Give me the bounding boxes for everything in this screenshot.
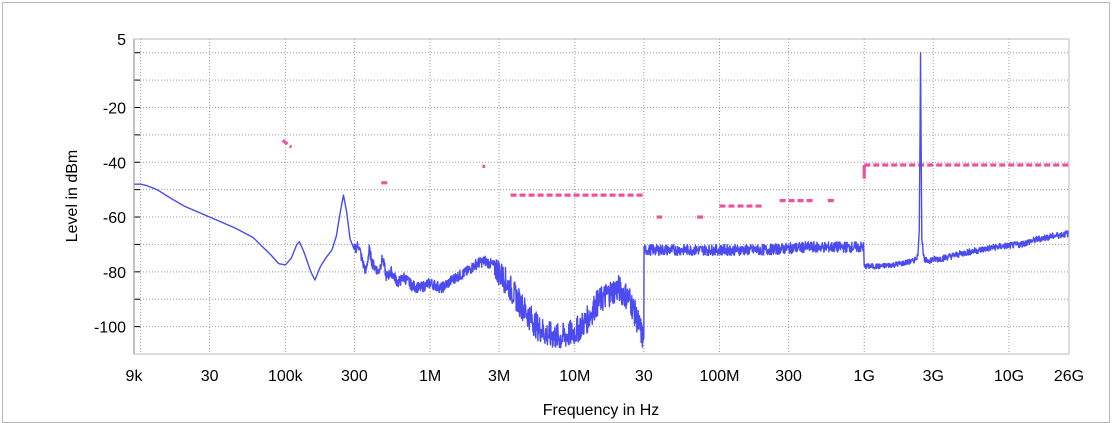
x-tick-labels: 9k 30 100k 300 1M 3M 10M 30 100M 300 1G 3G 10G 26G xyxy=(126,368,1085,385)
x-tick-label: 1M xyxy=(419,368,441,385)
spectrum-chart: 9k 30 100k 300 1M 3M 10M 30 100M 300 1G 3G 10G 26G 5 -… xyxy=(64,32,1085,419)
plot-border xyxy=(133,38,1070,355)
x-tick-label: 100M xyxy=(699,368,739,385)
measurement-trace xyxy=(133,52,1070,349)
y-tick-label: 5 xyxy=(117,32,126,49)
x-tick-label: 3G xyxy=(923,368,944,385)
x-tick-label: 100k xyxy=(268,368,304,385)
limit-lines xyxy=(281,139,1069,219)
x-tick-label: 10G xyxy=(994,368,1024,385)
y-tick-label: -40 xyxy=(103,155,126,172)
x-tick-label: 300 xyxy=(341,368,368,385)
x-axis-title: Frequency in Hz xyxy=(543,402,660,419)
y-tick-labels: 5 -20 -40 -60 -80 -100 xyxy=(94,32,126,337)
y-tick-label: -100 xyxy=(94,320,126,337)
x-tick-label: 10M xyxy=(559,368,590,385)
limit-segment xyxy=(281,139,293,149)
y-tick-label: -60 xyxy=(103,210,126,227)
x-tick-label: 9k xyxy=(126,368,144,385)
x-tick-label: 26G xyxy=(1054,368,1084,385)
x-tick-label: 30 xyxy=(635,368,653,385)
x-tick-label: 1G xyxy=(854,368,875,385)
x-tick-label: 3M xyxy=(488,368,510,385)
x-tick-label: 300 xyxy=(775,368,802,385)
y-tick-label: -20 xyxy=(103,100,126,117)
y-axis-title: Level in dBm xyxy=(64,150,81,243)
x-tick-label: 30 xyxy=(201,368,219,385)
y-tick-label: -80 xyxy=(103,265,126,282)
